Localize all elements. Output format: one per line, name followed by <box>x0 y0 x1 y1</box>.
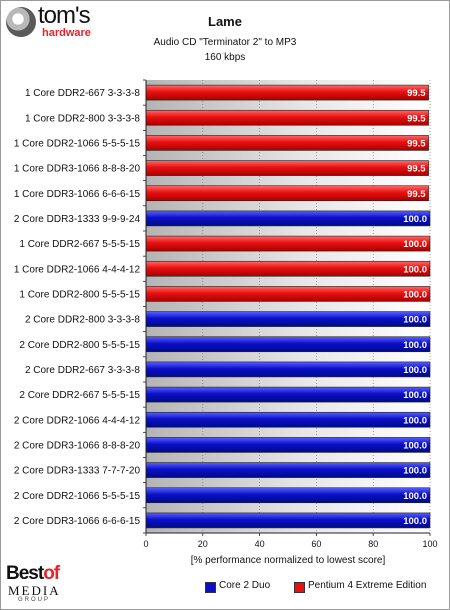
category-label-11: 2 Core DDR2-667 3-3-3-8 <box>25 365 140 376</box>
bar-5 <box>145 210 431 227</box>
legend-label-pentium4: Pentium 4 Extreme Edition <box>308 580 427 591</box>
value-label-9: 100.0 <box>403 315 427 326</box>
bar-8 <box>145 286 431 302</box>
value-label-2: 99.5 <box>407 138 426 149</box>
category-label-15: 2 Core DDR3-1333 7-7-7-20 <box>14 466 141 477</box>
x-axis-label: [% performance normalized to lowest scor… <box>191 555 386 566</box>
value-label-1: 99.5 <box>407 113 426 124</box>
value-label-4: 99.5 <box>407 189 426 200</box>
bar-12 <box>145 386 431 403</box>
category-label-16: 2 Core DDR2-1066 5-5-5-15 <box>14 491 141 502</box>
category-label-2: 1 Core DDR2-1066 5-5-5-15 <box>14 138 141 149</box>
logo-best-text: Bestof <box>6 563 60 584</box>
category-label-3: 1 Core DDR3-1066 8-8-8-20 <box>14 164 141 175</box>
bar-0 <box>145 84 429 101</box>
plot-area <box>146 80 430 533</box>
value-label-17: 100.0 <box>403 516 427 527</box>
bar-2 <box>145 135 429 151</box>
value-label-6: 100.0 <box>403 239 427 250</box>
value-label-3: 99.5 <box>407 164 426 175</box>
logo-circle-icon <box>6 7 36 37</box>
category-label-8: 1 Core DDR2-800 5-5-5-15 <box>19 289 140 300</box>
bar-17 <box>145 512 431 529</box>
category-label-9: 2 Core DDR2-800 3-3-3-8 <box>25 315 140 326</box>
bar-13 <box>145 411 431 428</box>
value-label-12: 100.0 <box>403 390 427 401</box>
x-tick-label-40: 40 <box>255 539 265 549</box>
logo-media-text: MEDIA <box>8 583 61 598</box>
value-label-10: 100.0 <box>403 340 427 351</box>
x-tick-label-100: 100 <box>422 539 437 549</box>
logo-hardware-text: hardware <box>42 27 91 39</box>
category-label-6: 1 Core DDR2-667 5-5-5-15 <box>19 239 140 250</box>
value-label-0: 99.5 <box>407 88 426 99</box>
x-tick-label-60: 60 <box>311 539 321 549</box>
category-label-5: 2 Core DDR3-1333 9-9-9-24 <box>14 214 141 225</box>
bar-14 <box>145 437 431 453</box>
bar-16 <box>145 487 431 504</box>
value-label-14: 100.0 <box>403 440 427 451</box>
category-label-17: 2 Core DDR3-1066 6-6-6-15 <box>14 516 141 527</box>
category-label-14: 2 Core DDR3-1066 8-8-8-20 <box>14 440 141 451</box>
chart-subtitle: Audio CD "Terminator 2" to MP3 <box>153 37 297 48</box>
bar-9 <box>145 311 431 327</box>
plot-background <box>146 80 430 533</box>
x-tick-label-0: 0 <box>143 539 148 549</box>
bar-10 <box>145 336 431 353</box>
bars-group: 1 Core DDR2-667 3-3-3-8 99.5 1 Core DDR2-8… <box>14 84 431 529</box>
category-label-13: 2 Core DDR2-1066 4-4-4-12 <box>14 415 141 426</box>
best-of-media-logo: Bestof MEDIA GROUP <box>6 563 66 607</box>
value-label-13: 100.0 <box>403 415 427 426</box>
value-label-15: 100.0 <box>403 466 427 477</box>
value-label-8: 100.0 <box>403 289 427 300</box>
value-label-16: 100.0 <box>403 491 427 502</box>
bar-6 <box>145 235 431 252</box>
chart-title: Lame <box>208 14 242 29</box>
bar-7 <box>145 260 431 277</box>
bar-1 <box>145 109 429 126</box>
toms-hardware-logo: tom's hardware <box>6 2 114 45</box>
bar-4 <box>145 185 429 202</box>
category-label-10: 2 Core DDR2-800 5-5-5-15 <box>19 340 140 351</box>
value-label-5: 100.0 <box>403 214 427 225</box>
legend-label-core2duo: Core 2 Duo <box>219 580 271 591</box>
category-label-7: 1 Core DDR2-1066 4-4-4-12 <box>14 264 141 275</box>
category-label-1: 1 Core DDR2-800 3-3-3-8 <box>25 113 140 124</box>
bar-chart: 1 Core DDR2-667 3-3-3-8 99.5 1 Core DDR2-8… <box>14 79 438 566</box>
bar-11 <box>145 361 431 378</box>
legend-swatch-core2duo <box>205 582 216 593</box>
axes-group: 0 20 40 60 80 100 [% performance normalized to… <box>143 79 438 566</box>
value-label-7: 100.0 <box>403 264 427 275</box>
category-label-12: 2 Core DDR2-667 5-5-5-15 <box>19 390 140 401</box>
bar-3 <box>145 160 429 176</box>
x-tick-label-80: 80 <box>368 539 378 549</box>
category-label-0: 1 Core DDR2-667 3-3-3-8 <box>25 88 140 99</box>
chart-subtitle-bitrate: 160 kbps <box>204 52 246 63</box>
value-label-11: 100.0 <box>403 365 427 376</box>
bar-15 <box>145 462 431 478</box>
legend-swatch-pentium4 <box>294 582 305 593</box>
logo-toms-text: tom's <box>38 2 91 29</box>
logo-group-text: GROUP <box>18 597 51 603</box>
category-label-4: 1 Core DDR3-1066 6-6-6-15 <box>14 189 141 200</box>
x-tick-label-20: 20 <box>198 539 208 549</box>
